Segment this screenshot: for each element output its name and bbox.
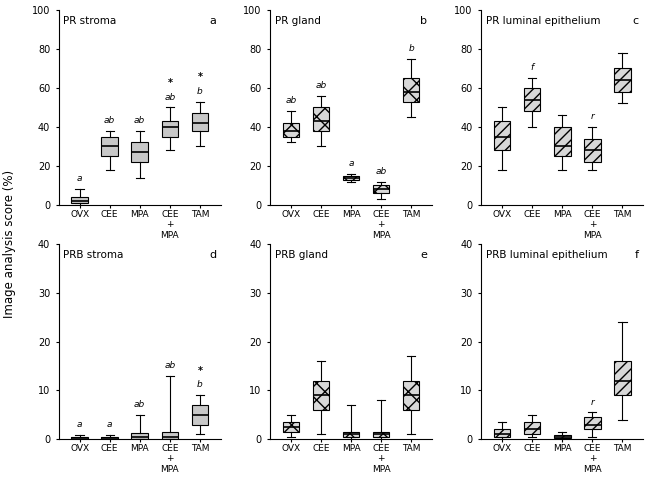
PathPatch shape [494,121,510,150]
PathPatch shape [101,437,118,439]
Text: ab: ab [104,116,115,125]
PathPatch shape [494,429,510,437]
PathPatch shape [72,197,88,203]
PathPatch shape [373,432,389,437]
PathPatch shape [162,432,178,439]
Text: f: f [634,250,638,260]
Text: a: a [348,159,354,168]
Text: Image analysis score (%): Image analysis score (%) [3,170,16,318]
Text: f: f [530,63,534,72]
PathPatch shape [192,113,208,131]
Text: PRB luminal epithelium: PRB luminal epithelium [486,250,608,260]
PathPatch shape [283,422,299,432]
PathPatch shape [131,433,148,439]
PathPatch shape [524,422,540,434]
Text: b: b [197,381,203,389]
Text: ab: ab [164,93,176,102]
PathPatch shape [283,123,299,137]
PathPatch shape [554,127,571,156]
Text: ab: ab [134,116,146,125]
Text: *: * [167,78,172,88]
Text: a: a [77,175,83,183]
Text: c: c [632,16,638,25]
Text: ab: ab [164,361,176,370]
PathPatch shape [72,437,88,439]
PathPatch shape [373,185,389,193]
PathPatch shape [131,142,148,162]
Text: ab: ab [376,167,387,176]
PathPatch shape [614,361,630,395]
Text: a: a [107,421,112,429]
Text: ab: ab [315,81,326,90]
PathPatch shape [313,107,329,131]
Text: PR gland: PR gland [274,16,320,25]
Text: d: d [209,250,216,260]
PathPatch shape [343,432,359,437]
PathPatch shape [192,405,208,425]
PathPatch shape [162,121,178,137]
PathPatch shape [403,78,419,102]
PathPatch shape [584,139,601,162]
Text: *: * [198,366,202,376]
Text: e: e [421,250,427,260]
Text: a: a [77,421,83,429]
PathPatch shape [614,68,630,92]
PathPatch shape [313,381,329,410]
Text: ab: ab [285,97,296,105]
Text: b: b [421,16,427,25]
Text: b: b [408,44,414,53]
Text: PR luminal epithelium: PR luminal epithelium [486,16,601,25]
PathPatch shape [343,176,359,180]
Text: PRB stroma: PRB stroma [64,250,124,260]
Text: a: a [209,16,216,25]
PathPatch shape [554,435,571,438]
PathPatch shape [584,417,601,429]
PathPatch shape [403,381,419,410]
Text: r: r [590,112,594,121]
Text: ab: ab [134,400,146,409]
Text: PR stroma: PR stroma [64,16,116,25]
Text: r: r [590,398,594,407]
Text: b: b [197,87,203,96]
Text: *: * [198,72,202,82]
Text: PRB gland: PRB gland [274,250,328,260]
PathPatch shape [101,137,118,156]
PathPatch shape [524,88,540,111]
